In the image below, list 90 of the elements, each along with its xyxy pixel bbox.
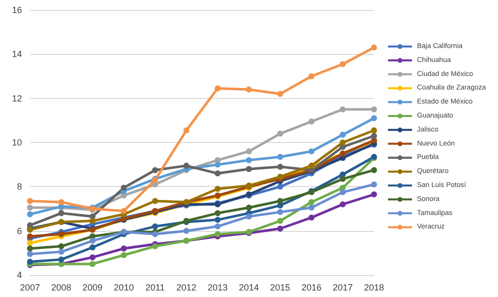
point [152, 198, 158, 204]
point [27, 240, 33, 246]
y-tick-label: 4 [16, 270, 22, 280]
point [214, 162, 221, 168]
y-tick-label: 6 [16, 226, 22, 236]
point [90, 218, 96, 224]
point [371, 44, 377, 51]
y-tick-label: 16 [12, 5, 22, 15]
point [27, 251, 33, 258]
point [246, 204, 252, 211]
point [214, 186, 221, 192]
point [308, 73, 314, 80]
point [120, 208, 127, 214]
point [371, 191, 377, 198]
x-tick-label: 2010 [114, 282, 134, 292]
y-tick-label: 10 [12, 138, 22, 148]
point [277, 209, 284, 216]
point [27, 204, 33, 211]
point [308, 118, 314, 125]
x-tick-label: 2013 [208, 282, 228, 292]
point [27, 246, 33, 252]
point [340, 132, 346, 138]
x-tick-label: 2015 [270, 282, 290, 292]
point [90, 254, 96, 260]
point [277, 226, 284, 232]
point [371, 106, 377, 112]
point [371, 167, 377, 174]
point [371, 181, 377, 188]
point [214, 85, 221, 92]
point [183, 127, 190, 134]
point [277, 198, 284, 204]
point [90, 260, 96, 267]
point [58, 243, 64, 250]
point [27, 211, 33, 218]
x-tick-label: 2012 [176, 282, 196, 292]
point [340, 106, 346, 112]
point [371, 132, 377, 139]
point [277, 154, 284, 160]
point [308, 204, 314, 211]
y-tick-label: 8 [16, 182, 22, 192]
x-tick-label: 2016 [301, 282, 322, 292]
point [58, 248, 64, 255]
point [214, 210, 221, 216]
x-tick-label: 2007 [20, 282, 40, 292]
point [27, 198, 33, 204]
point [340, 189, 346, 196]
point [246, 213, 252, 220]
point [308, 214, 314, 221]
x-tick-label: 2008 [51, 282, 72, 292]
point [246, 157, 252, 164]
point [340, 140, 346, 146]
point [183, 228, 190, 234]
point [277, 90, 284, 97]
point [183, 162, 190, 169]
y-tick-label: 14 [12, 49, 22, 60]
point [214, 170, 221, 176]
point [90, 244, 96, 250]
x-tick-label: 2014 [238, 282, 259, 292]
point [58, 256, 64, 263]
point [246, 86, 252, 92]
point [152, 223, 158, 230]
point [277, 164, 284, 170]
point [58, 199, 64, 206]
y-tick-label: 12 [12, 93, 22, 104]
point [277, 130, 284, 137]
point [120, 246, 127, 252]
point [214, 216, 221, 223]
point [340, 176, 346, 182]
point [90, 238, 96, 244]
point [371, 115, 377, 122]
x-tick-label: 2018 [364, 282, 384, 292]
x-tick-label: 2017 [332, 282, 353, 292]
point [120, 184, 127, 191]
point [152, 167, 158, 174]
point [246, 148, 252, 154]
x-tick-label: 2009 [82, 282, 103, 292]
point [58, 210, 64, 216]
point [277, 184, 284, 190]
point [340, 201, 346, 208]
point [214, 223, 221, 230]
point [340, 61, 346, 68]
point [308, 148, 314, 154]
point [246, 166, 252, 172]
point [27, 233, 33, 240]
point [308, 199, 314, 206]
point [371, 127, 377, 134]
x-tick-label: 2011 [145, 282, 165, 292]
point [120, 252, 127, 258]
point [277, 218, 284, 224]
point [152, 231, 158, 238]
